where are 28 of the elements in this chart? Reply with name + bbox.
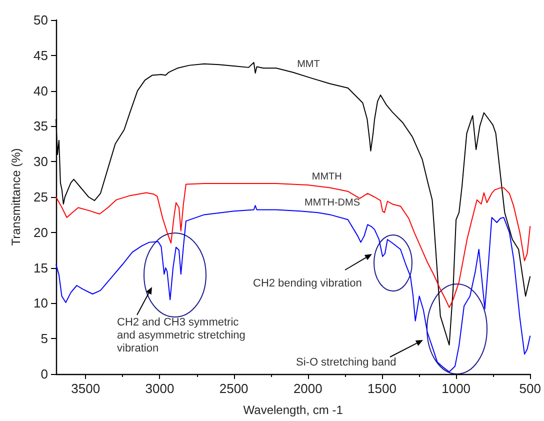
y-tick-label: 40 <box>34 83 48 98</box>
y-axis-title: Transmittance (%) <box>9 148 23 246</box>
y-tick-label: 30 <box>34 154 48 170</box>
x-tick-label: 3000 <box>145 381 174 396</box>
x-tick-label: 2000 <box>293 381 322 396</box>
x-tick-label: 1500 <box>368 381 396 396</box>
line-series <box>56 204 531 372</box>
y-tick-label: 45 <box>34 48 48 63</box>
y-tick-label: 35 <box>34 118 48 134</box>
x-tick-label: 2500 <box>219 381 248 396</box>
y-tick-label: 20 <box>34 224 48 240</box>
y-tick-label: 10 <box>34 296 48 311</box>
x-tick-label: 1000 <box>442 381 471 396</box>
line-series <box>56 183 531 308</box>
y-tick-label: 50 <box>34 12 48 28</box>
y-tick-label: 0 <box>40 366 48 382</box>
y-tick-label: 5 <box>40 331 48 346</box>
annotation: Si-O stretching band <box>296 356 396 368</box>
x-tick-label: 3500 <box>71 381 100 396</box>
y-tick-label: 15 <box>34 260 48 276</box>
annotation: CH2 bending vibration <box>253 278 362 290</box>
series-label: MMT <box>297 58 320 70</box>
x-tick-label: 500 <box>519 381 542 396</box>
annotation: CH2 and CH3 symmetric and asymmetric stretching vibration <box>117 316 248 354</box>
x-axis-title: Wavelength, cm -1 <box>243 403 344 417</box>
y-tick-label: 25 <box>34 190 48 204</box>
series-label: MMTH-DMS <box>304 198 360 209</box>
series-label: MMTH <box>312 171 342 182</box>
